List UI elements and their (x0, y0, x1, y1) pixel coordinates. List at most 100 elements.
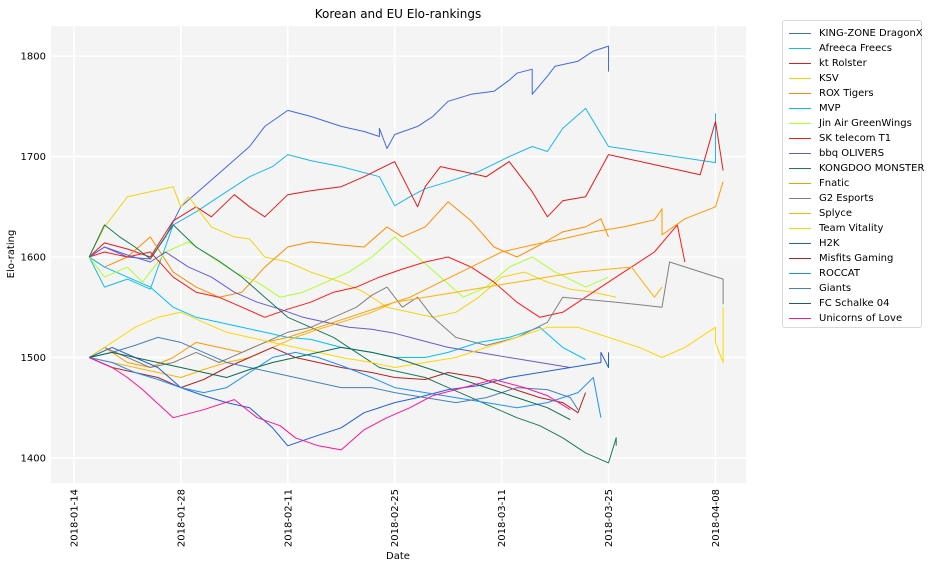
legend-label: Jin Air GreenWings (819, 117, 912, 129)
series-line-bbq-olivers (88, 246, 571, 368)
legend-item: KING-ZONE DragonX (789, 26, 923, 40)
legend-item: G2 Esports (789, 191, 874, 205)
legend-swatch (789, 317, 811, 319)
plot-area (51, 26, 746, 483)
legend-label: MVP (819, 102, 841, 114)
series-line-sk-telecom-t1 (89, 224, 686, 318)
legend-item: kt Rolster (789, 56, 867, 70)
legend-swatch (789, 167, 811, 169)
x-axis-ticks: 2018-01-14 2018-01-28 2018-02-11 2018-02-25… (69, 489, 722, 547)
x-tick-label: 2018-02-25 (390, 489, 401, 547)
legend-swatch (789, 122, 811, 124)
series-line-g2-esports (88, 261, 724, 368)
legend-label: Giants (819, 282, 852, 294)
legend-item: bbq OLIVERS (789, 146, 884, 160)
legend-swatch (789, 227, 811, 229)
legend-item: Splyce (789, 206, 852, 220)
x-tick-label: 2018-03-25 (604, 489, 615, 547)
legend-label: ROX Tigers (819, 87, 874, 99)
legend-item: ROX Tigers (789, 86, 874, 100)
series-line-giants (89, 336, 579, 410)
legend-swatch (789, 197, 811, 199)
series-line-fc-schalke-04 (89, 346, 571, 421)
legend-label: Afreeca Freecs (819, 42, 892, 54)
legend-label: FC Schalke 04 (819, 297, 890, 309)
legend-swatch (789, 182, 811, 184)
y-tick-label: 1700 (21, 152, 46, 163)
grid-lines (51, 26, 746, 483)
legend-item: Team Vitality (789, 221, 883, 235)
legend-label: ROCCAT (819, 267, 860, 279)
legend-item: Unicorns of Love (789, 311, 902, 325)
series-line-team-vitality (88, 307, 724, 368)
series-line-kt-rolster (88, 120, 724, 258)
legend-label: Splyce (819, 207, 853, 219)
legend-label: Unicorns of Love (819, 312, 903, 324)
legend-swatch (789, 77, 811, 79)
legend-label: H2K (819, 237, 840, 249)
legend-swatch (789, 92, 811, 94)
x-tick-label: 2018-03-11 (497, 489, 508, 547)
legend-item: KONGDOO MONSTER (789, 161, 924, 175)
legend-swatch (789, 287, 811, 289)
series-line-unicorns-of-love (88, 357, 571, 451)
legend-swatch (789, 257, 811, 259)
legend-item: MVP (789, 101, 841, 115)
legend-item: Misfits Gaming (789, 251, 893, 265)
legend-swatch (789, 302, 811, 304)
series-line-king-zone-dragonx (88, 45, 609, 260)
legend-label: G2 Esports (819, 192, 874, 204)
legend-label: KONGDOO MONSTER (819, 162, 925, 174)
legend-swatch (789, 62, 811, 64)
y-tick-label: 1500 (21, 353, 46, 364)
legend-swatch (789, 212, 811, 214)
legend-item: SK telecom T1 (789, 131, 891, 145)
y-tick-label: 1800 (21, 52, 46, 63)
series-line-roccat (89, 351, 602, 418)
x-axis-label: Date (386, 551, 410, 562)
legend-item: H2K (789, 236, 839, 250)
y-axis-ticks: 1400 1500 1600 1700 1800 (21, 52, 46, 465)
legend-item: ROCCAT (789, 266, 860, 280)
x-tick-label: 2018-01-28 (176, 489, 187, 547)
legend-swatch (789, 107, 811, 109)
series-line-splyce (89, 266, 663, 378)
y-tick-label: 1600 (21, 253, 46, 264)
legend-item: Fnatic (789, 176, 849, 190)
legend-label: Fnatic (819, 177, 850, 189)
x-tick-label: 2018-04-08 (711, 489, 722, 547)
chart-legend: KING-ZONE DragonX Afreeca Freecs kt Rolste… (782, 20, 924, 328)
series-line-rox-tigers (88, 201, 609, 298)
legend-swatch (789, 47, 811, 49)
legend-item: KSV (789, 71, 839, 85)
legend-label: Misfits Gaming (819, 252, 894, 264)
chart-title: Korean and EU Elo-rankings (315, 7, 481, 21)
legend-item: Giants (789, 281, 851, 295)
series-line-misfits-gaming (88, 346, 587, 414)
legend-item: Jin Air GreenWings (789, 116, 912, 130)
series-line-kongdoo-monster (88, 224, 617, 464)
y-tick-label: 1400 (21, 453, 46, 464)
legend-swatch (789, 242, 811, 244)
series-line-fnatic (88, 181, 724, 368)
legend-swatch (789, 272, 811, 274)
legend-label: Team Vitality (819, 222, 884, 234)
legend-label: kt Rolster (819, 57, 867, 69)
series-line-afreeca-freecs (88, 107, 716, 290)
series-line-mvp (88, 256, 586, 360)
legend-label: KING-ZONE DragonX (819, 27, 923, 39)
y-axis-label: Elo-rating (6, 230, 17, 279)
legend-swatch (789, 152, 811, 154)
legend-label: KSV (819, 72, 839, 84)
series-line-ksv (88, 186, 617, 318)
series-layer (88, 45, 724, 464)
legend-item: FC Schalke 04 (789, 296, 890, 310)
legend-label: bbq OLIVERS (819, 147, 885, 159)
legend-swatch (789, 137, 811, 139)
legend-label: SK telecom T1 (819, 132, 892, 144)
legend-item: Afreeca Freecs (789, 41, 892, 55)
series-line-h2k (88, 346, 609, 447)
x-tick-label: 2018-02-11 (283, 489, 294, 547)
x-tick-label: 2018-01-14 (69, 489, 80, 547)
